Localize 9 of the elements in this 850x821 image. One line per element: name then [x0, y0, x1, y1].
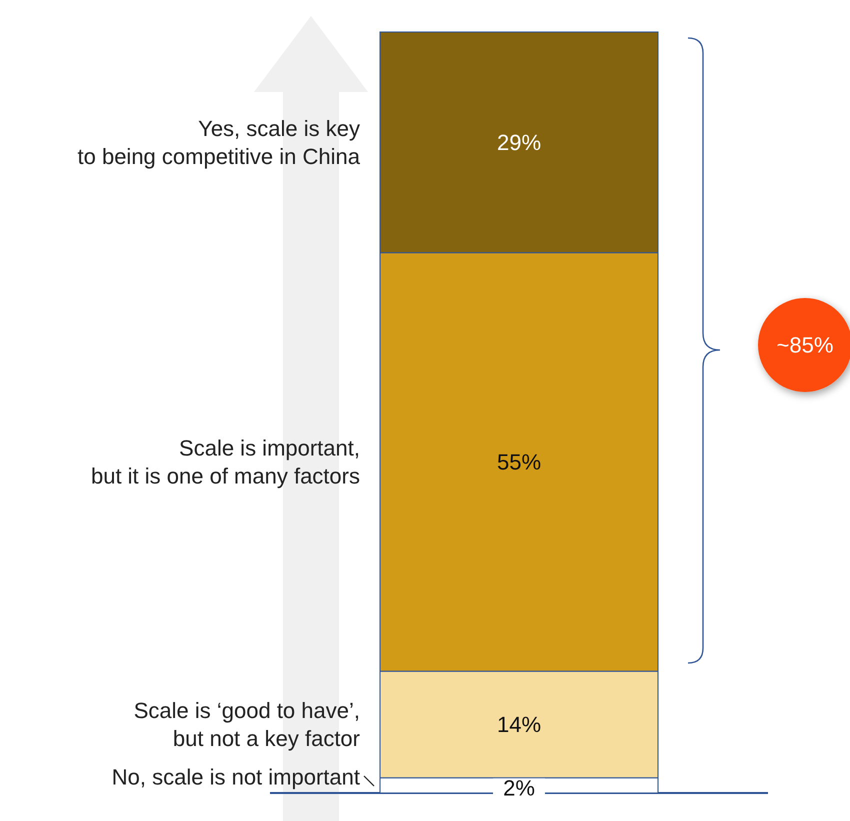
series-label: No, scale is not important: [112, 764, 360, 790]
data-label: 2%: [503, 776, 535, 801]
series-label: Scale is important, but it is one of many factors: [90, 436, 360, 489]
data-label: 55%: [496, 450, 542, 475]
text: ~85%: [776, 332, 834, 358]
series-label: Scale is ‘good to have’, but not a key factor: [134, 698, 360, 752]
data-label: 14%: [496, 712, 542, 738]
data-label: 29%: [496, 130, 542, 156]
series-label: Yes, scale is key to being competitive in China: [78, 116, 361, 169]
